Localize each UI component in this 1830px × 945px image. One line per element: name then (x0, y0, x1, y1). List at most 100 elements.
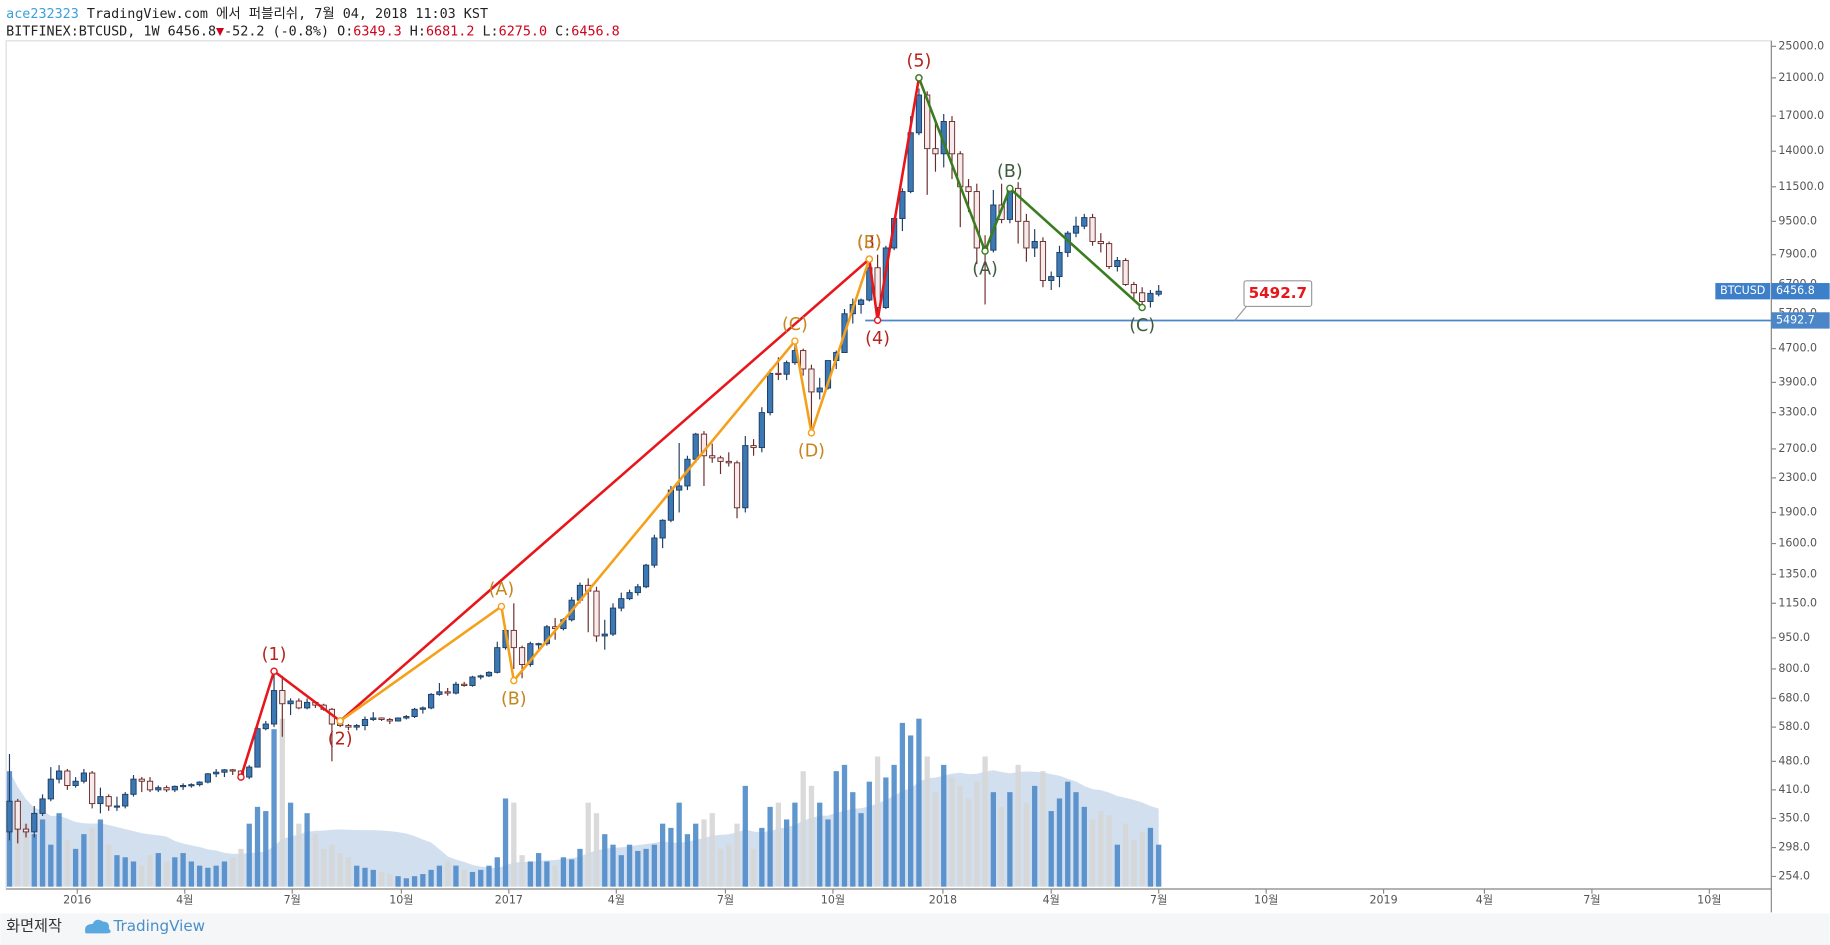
volume-bar (693, 823, 699, 887)
y-tick-label: 410.0 (1778, 783, 1810, 796)
volume-bar (1073, 792, 1079, 887)
candle-body (899, 191, 906, 219)
candle-body (113, 805, 121, 808)
symbol: BITFINEX:BTCUSD, 1W (6, 24, 160, 39)
callout-pointer (1234, 306, 1247, 321)
candle-body (717, 457, 724, 462)
candle-body (419, 707, 426, 710)
volume-bar (387, 874, 393, 887)
x-tick-label: 10월 (1697, 894, 1721, 907)
volume-bar (188, 861, 195, 887)
x-tick-label: 4월 (176, 894, 193, 907)
wave-label: (5) (907, 52, 932, 72)
symbol-tag: BTCUSD (1720, 284, 1765, 297)
candle-body (171, 785, 178, 791)
candle-body (105, 796, 112, 807)
volume-bar (370, 869, 376, 887)
wave-point (791, 337, 799, 345)
level-tag-box (1771, 312, 1830, 329)
volume-bar (750, 848, 757, 887)
candle-body (452, 683, 460, 694)
candle-body (1147, 292, 1154, 302)
y-tick-label: 21000.0 (1778, 71, 1824, 84)
volume-bar (114, 855, 120, 887)
volume-bar (916, 718, 922, 887)
candle-body (196, 781, 203, 786)
volume-bar (1081, 806, 1087, 887)
volume-bar (891, 764, 897, 887)
volume-bar (519, 855, 525, 887)
candle-body (733, 462, 741, 509)
candle-body (428, 693, 435, 709)
volume-bar (841, 764, 848, 887)
candle-body (254, 728, 261, 768)
y-tick-label: 17000.0 (1778, 109, 1824, 122)
volume-bar (321, 848, 327, 887)
candle-body (477, 675, 484, 678)
volume-bar (89, 827, 95, 887)
candle-body (163, 787, 170, 791)
candle-body (543, 626, 550, 645)
volume-bar (635, 850, 641, 887)
candle-body (461, 683, 468, 686)
y-tick-label: 298.0 (1778, 841, 1810, 854)
candle-body (262, 723, 269, 730)
candle-body (932, 148, 939, 155)
publisher: ace232323 (6, 7, 79, 22)
volume-bar (205, 867, 211, 887)
volume-bar (139, 865, 145, 887)
candle-body (1089, 217, 1096, 242)
ohlc-value: 6456.8 (571, 24, 619, 39)
volume-bar (668, 827, 674, 887)
x-tick-label: 2016 (63, 894, 91, 907)
volume-bar (569, 859, 575, 887)
candle-body (800, 350, 807, 370)
candle-body (742, 445, 749, 509)
candle-body (353, 725, 360, 728)
volume-bar (949, 777, 955, 887)
brand-logo (85, 919, 111, 934)
volume-bar (403, 878, 409, 887)
wave-label: (E) (857, 233, 882, 253)
volume-bar (1139, 832, 1145, 887)
candle-body (527, 643, 534, 665)
candle-body (642, 564, 650, 588)
volume-bar (908, 735, 914, 887)
candle-body (370, 717, 377, 720)
wave-line (339, 258, 871, 723)
volume-bar (180, 853, 186, 887)
volume-bar (453, 865, 459, 887)
volume-bar (31, 834, 37, 887)
candle-body (1072, 225, 1080, 234)
candle-body (411, 708, 418, 717)
volume-bar (585, 802, 591, 887)
footer-caption: 화면제작 (6, 917, 62, 935)
candle-body (146, 780, 154, 791)
volume-bar (196, 865, 203, 887)
volume-bar (717, 848, 724, 887)
volume-bar (726, 844, 732, 887)
candle-body (609, 607, 617, 635)
volume-bar (825, 819, 831, 887)
volume-bar (230, 857, 236, 887)
volume-bar (130, 861, 137, 887)
wave-line (239, 77, 921, 778)
last-price-tag-box (1771, 283, 1830, 300)
candle-body (518, 647, 526, 665)
volume-bar (701, 819, 707, 887)
candle-body (510, 629, 517, 649)
volume-bar (759, 827, 765, 887)
plot-area (6, 74, 1772, 887)
volume-bar (643, 848, 649, 887)
candle-body (64, 770, 71, 786)
candle-body (55, 770, 63, 780)
candle-body (403, 716, 410, 719)
volume-bar (676, 802, 682, 887)
volume-bar (337, 853, 343, 887)
candle-body (378, 717, 385, 720)
candle-body (1015, 187, 1022, 222)
volume-bar (329, 844, 335, 887)
candle-body (485, 671, 493, 677)
candle-body (188, 784, 195, 787)
